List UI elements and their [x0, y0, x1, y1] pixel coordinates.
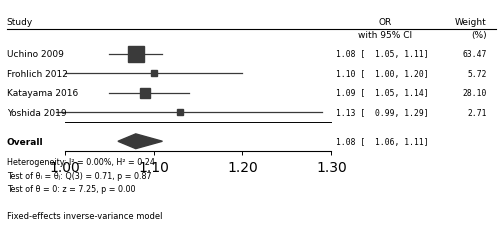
- Text: 1.08 [  1.05, 1.11]: 1.08 [ 1.05, 1.11]: [336, 50, 428, 59]
- Text: 5.72: 5.72: [468, 69, 487, 78]
- Text: 63.47: 63.47: [462, 50, 487, 59]
- Text: (%): (%): [472, 31, 487, 40]
- Text: Frohlich 2012: Frohlich 2012: [7, 69, 68, 78]
- Text: 2.71: 2.71: [468, 108, 487, 117]
- Text: 1.10 [  1.00, 1.20]: 1.10 [ 1.00, 1.20]: [336, 69, 428, 78]
- Text: Fixed-effects inverse-variance model: Fixed-effects inverse-variance model: [7, 211, 162, 220]
- Text: 28.10: 28.10: [462, 89, 487, 98]
- Text: Study: Study: [7, 18, 33, 27]
- Text: Test of θ = 0: z = 7.25, p = 0.00: Test of θ = 0: z = 7.25, p = 0.00: [7, 185, 136, 194]
- Text: 1.09 [  1.05, 1.14]: 1.09 [ 1.05, 1.14]: [336, 89, 428, 98]
- Text: Katayama 2016: Katayama 2016: [7, 89, 78, 98]
- Text: Heterogeneity: I² = 0.00%, H² = 0.24: Heterogeneity: I² = 0.00%, H² = 0.24: [7, 158, 154, 167]
- Text: Uchino 2009: Uchino 2009: [7, 50, 64, 59]
- Text: OR: OR: [378, 18, 392, 27]
- Text: Yoshida 2019: Yoshida 2019: [7, 108, 66, 117]
- Text: Test of θᵢ = θⱼ: Q(3) = 0.71, p = 0.87: Test of θᵢ = θⱼ: Q(3) = 0.71, p = 0.87: [7, 171, 152, 180]
- Text: Weight: Weight: [455, 18, 487, 27]
- Text: Overall: Overall: [7, 137, 44, 146]
- Polygon shape: [118, 134, 162, 149]
- Text: 1.08 [  1.06, 1.11]: 1.08 [ 1.06, 1.11]: [336, 137, 428, 146]
- Text: with 95% CI: with 95% CI: [358, 31, 412, 40]
- Text: 1.13 [  0.99, 1.29]: 1.13 [ 0.99, 1.29]: [336, 108, 428, 117]
